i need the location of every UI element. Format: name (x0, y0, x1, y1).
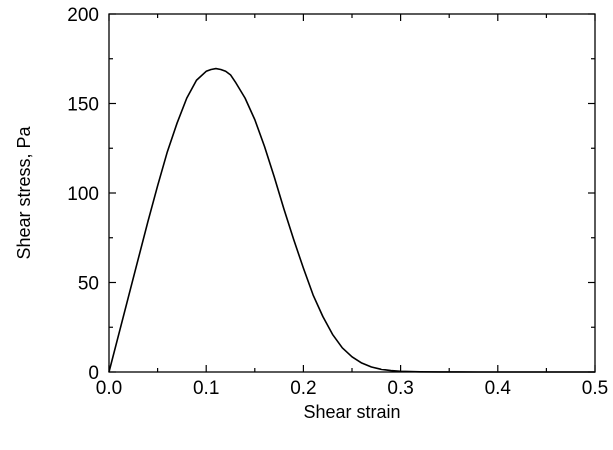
y-tick-labels: 0 50 100 150 200 (67, 5, 99, 384)
series-line (108, 67, 595, 373)
x-axis-title: Shear strain (303, 402, 400, 422)
y-tick-label: 100 (67, 184, 99, 205)
x-tick-label: 0.0 (96, 378, 122, 399)
axis-ticks (108, 13, 596, 373)
x-tick-label: 0.3 (387, 378, 413, 399)
y-axis-title: Shear stress, Pa (14, 125, 34, 259)
x-tick-label: 0.1 (193, 378, 219, 399)
x-tick-label: 0.5 (582, 378, 608, 399)
x-tick-labels: 0.0 0.1 0.2 0.3 0.4 0.5 (96, 378, 608, 399)
plot-frame (108, 13, 596, 373)
y-tick-label: 200 (67, 5, 99, 26)
y-tick-label: 0 (88, 363, 99, 384)
y-tick-label: 150 (67, 95, 99, 116)
x-tick-label: 0.2 (290, 378, 316, 399)
y-tick-label: 50 (78, 274, 99, 295)
x-tick-label: 0.4 (485, 378, 512, 399)
